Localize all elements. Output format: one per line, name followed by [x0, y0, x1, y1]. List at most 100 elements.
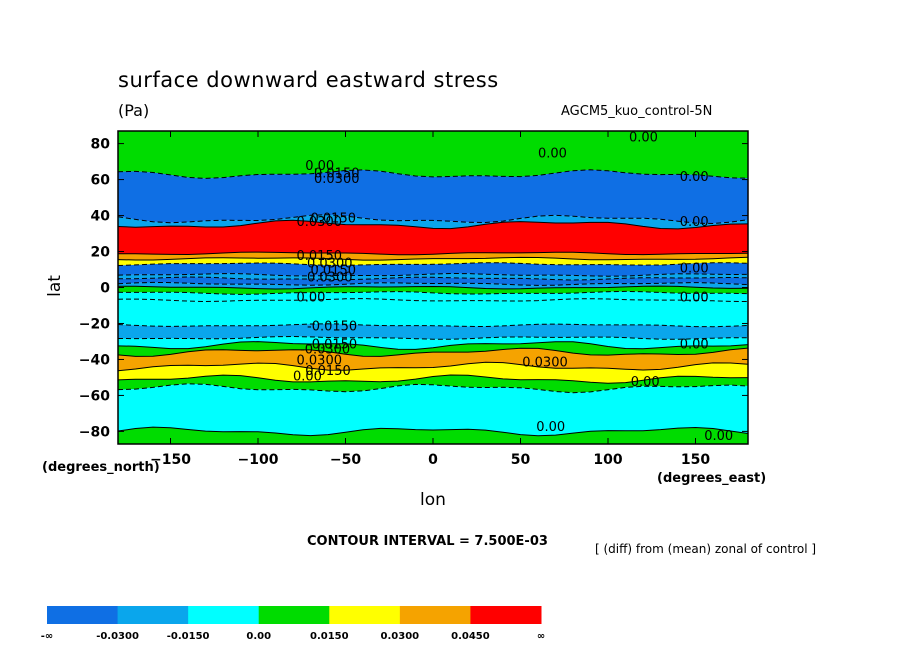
contour-label: 0.00: [680, 337, 709, 352]
contour-label: 0.00: [629, 130, 658, 145]
contour-band: [118, 383, 748, 436]
contour-label: 0.00: [704, 429, 733, 444]
colorbar-swatch: [258, 606, 330, 624]
x-axis-label: lon: [420, 490, 446, 510]
contour-label: 0.0300: [314, 172, 360, 187]
colorbar-swatch: [470, 606, 542, 624]
contour-line: [118, 290, 748, 295]
y-tick-label: 80: [91, 137, 111, 153]
colorbar-swatch: [399, 606, 471, 624]
contour-band: [118, 298, 748, 327]
x-axis-unit: (degrees_east): [657, 471, 767, 486]
contour-line: [118, 298, 748, 303]
contour-label: 0.0300: [522, 355, 568, 370]
y-tick-label: 20: [91, 245, 111, 261]
contour-label: 0.0300: [307, 271, 353, 286]
contour-line: [118, 272, 748, 277]
x-tick-label: 50: [511, 452, 531, 468]
contour-label: -0.0300: [300, 343, 350, 358]
contour-label: 0.00: [538, 147, 567, 162]
contour-label: 0.00: [297, 290, 326, 305]
contour-band: [118, 362, 748, 384]
contour-band: [118, 375, 748, 393]
contour-band: [118, 348, 748, 371]
colorbar-tick-label: -0.0300: [96, 631, 139, 642]
contour-label: 0.0150: [297, 249, 343, 264]
contour-label: 0.0300: [297, 353, 343, 368]
diff-note: [ (diff) from (mean) zonal of control ]: [595, 542, 817, 556]
colorbar-tick-label: 0.0300: [381, 631, 420, 642]
y-tick-label: −40: [79, 352, 110, 368]
contour-line: [118, 262, 748, 266]
contour-line: [118, 276, 748, 281]
contour-line: [118, 281, 748, 286]
contour-line: [118, 219, 748, 230]
x-tick-label: −50: [330, 452, 361, 468]
contour-label: -0.0150: [307, 337, 357, 352]
contour-label: 0.00: [680, 262, 709, 277]
x-tick-label: −100: [238, 452, 279, 468]
contour-label: 0.00: [680, 290, 709, 305]
contour-label: -0.0150: [307, 319, 357, 334]
y-tick-label: −20: [79, 316, 110, 332]
contour-band: [118, 169, 748, 224]
chart-title: surface downward eastward stress: [118, 68, 499, 92]
contour-band: [118, 214, 748, 229]
contour-label: 0.0300: [307, 256, 353, 271]
colorbar-tick-label: ∞: [537, 631, 545, 642]
colorbar-tick-label: -∞: [41, 631, 53, 642]
y-tick-label: 0: [100, 281, 110, 297]
contour-line: [118, 374, 748, 384]
contour-band: [118, 336, 748, 350]
contour-line: [118, 341, 748, 350]
contour-line: [118, 285, 748, 290]
contour-line: [118, 323, 748, 328]
x-tick-label: 100: [593, 452, 622, 468]
x-tick-label: 150: [681, 452, 710, 468]
contour-line: [118, 169, 748, 179]
colorbar-tick-label: 0.00: [246, 631, 271, 642]
colorbar-swatch: [117, 606, 189, 624]
contour-line: [118, 335, 748, 340]
contour-line: [118, 347, 748, 357]
y-axis-unit: (degrees_north): [42, 460, 160, 475]
y-tick-label: 40: [91, 209, 111, 225]
contour-label: 0.0150: [311, 264, 357, 279]
y-tick-label: −80: [79, 424, 110, 440]
y-tick-label: −60: [79, 388, 110, 404]
colorbar-swatch: [329, 606, 401, 624]
contour-interval-label: CONTOUR INTERVAL = 7.500E-03: [307, 534, 548, 549]
contour-band: [118, 220, 748, 255]
colorbar-tick-label: -0.0150: [167, 631, 210, 642]
contour-label: 0.00: [536, 420, 565, 435]
contour-label: 0.0150: [311, 211, 357, 226]
contour-band: [118, 131, 748, 179]
x-tick-label: −150: [150, 452, 191, 468]
contour-line: [118, 256, 748, 261]
contour-label: 0.00: [305, 159, 334, 174]
contour-line: [118, 426, 748, 437]
contour-band: [118, 323, 748, 340]
contour-band: [118, 262, 748, 277]
contour-label: 0.00: [680, 170, 709, 185]
contour-label: 0.00: [680, 215, 709, 230]
colorbar-tick-label: 0.0450: [451, 631, 490, 642]
run-label: AGCM5_kuo_control-5N: [561, 104, 713, 119]
contour-line: [118, 214, 748, 225]
x-tick-label: 0: [428, 452, 438, 468]
contour-label: 0.00: [631, 375, 660, 390]
colorbar-tick-label: 0.0150: [310, 631, 349, 642]
contour-band: [118, 291, 748, 302]
contour-label: 0.0300: [297, 215, 343, 230]
contour-label: 0.0150: [305, 364, 351, 379]
contour-line: [118, 251, 748, 256]
units-label: (Pa): [118, 101, 150, 120]
contour-line: [118, 361, 748, 372]
contour-line: [118, 383, 748, 394]
contour-band: [118, 341, 748, 357]
contour-band: [118, 273, 748, 280]
contour-label: 0.00: [293, 370, 322, 385]
contour-label: 0.0150: [314, 166, 360, 181]
contour-band: [118, 257, 748, 266]
